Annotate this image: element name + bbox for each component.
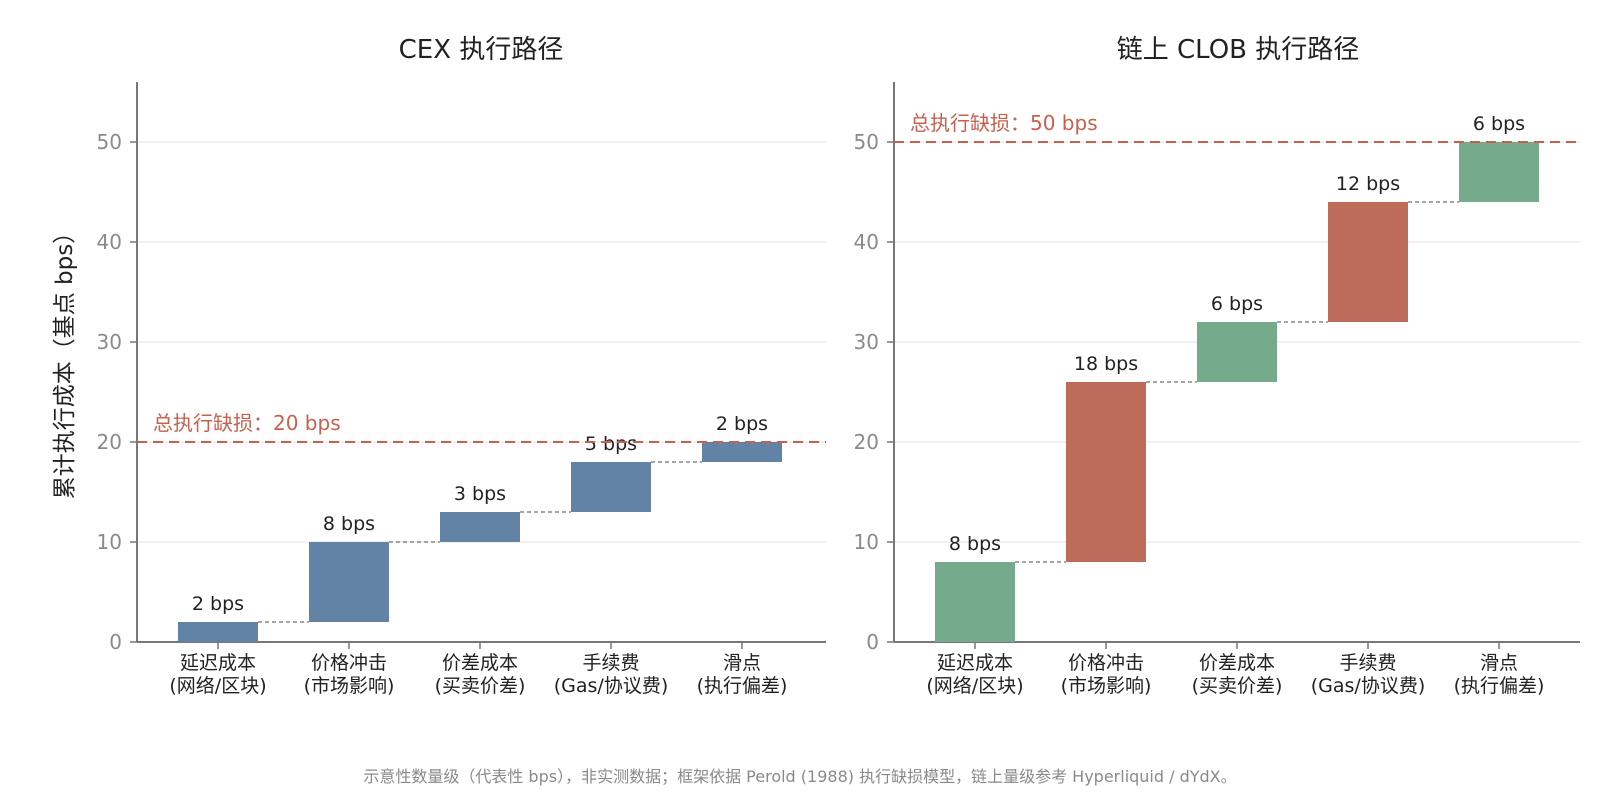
panel1-category-sublabel: (网络/区块): [169, 675, 266, 697]
panel2-total-label: 总执行缺损：50 bps: [910, 111, 1098, 135]
panel2-category-label: 手续费: [1339, 652, 1396, 674]
panel2-y-tick-label: 20: [854, 430, 879, 454]
panel1-y-tick-label: 50: [97, 130, 122, 154]
panel1-bar-value-label: 3 bps: [454, 483, 506, 505]
panel1-category-label: 价差成本: [442, 652, 518, 674]
panel2-category-label: 价差成本: [1199, 652, 1275, 674]
panel2-category-sublabel: (买卖价差): [1192, 675, 1283, 697]
panel1-category-sublabel: (执行偏差): [697, 675, 788, 697]
panel2-category-sublabel: (执行偏差): [1454, 675, 1545, 697]
panel2-category-sublabel: (Gas/协议费): [1311, 675, 1426, 697]
panel2-bar: [1459, 142, 1539, 202]
panel1-bar-value-label: 8 bps: [323, 513, 375, 535]
panel2-category-label: 延迟成本: [937, 652, 1013, 674]
panel2-y-tick-label: 10: [854, 530, 879, 554]
panel2-bar-value-label: 8 bps: [949, 533, 1001, 555]
panel1-bar-value-label: 5 bps: [585, 433, 637, 455]
panel2-bar-value-label: 18 bps: [1074, 353, 1138, 375]
panel2-y-tick-label: 30: [854, 330, 879, 354]
panel2-y-tick-label: 0: [866, 630, 879, 654]
footnote: 示意性数量级（代表性 bps），非实测数据；框架依据 Perold (1988)…: [363, 767, 1236, 786]
panel1-category-sublabel: (市场影响): [304, 675, 395, 697]
panel2-bar: [1197, 322, 1277, 382]
panel1-category-label: 手续费: [582, 652, 639, 674]
panel1-y-tick-label: 20: [97, 430, 122, 454]
panel1-bar: [309, 542, 389, 622]
panel2-bar-value-label: 6 bps: [1211, 293, 1263, 315]
panel1-total-label: 总执行缺损：20 bps: [153, 411, 341, 435]
panel1-y-tick-label: 10: [97, 530, 122, 554]
panel1-y-tick-label: 0: [109, 630, 122, 654]
panel2-bar-value-label: 12 bps: [1336, 173, 1400, 195]
panel2-y-tick-label: 50: [854, 130, 879, 154]
panel2-category-label: 滑点: [1480, 652, 1518, 674]
y-axis-label: 累计执行成本（基点 bps）: [52, 221, 78, 500]
panel1-category-label: 延迟成本: [180, 652, 256, 674]
panel1-category-label: 价格冲击: [311, 652, 387, 674]
panel1-y-tick-label: 30: [97, 330, 122, 354]
panel2-chart-title: 链上 CLOB 执行路径: [1117, 35, 1360, 65]
panel2-bar: [935, 562, 1015, 642]
panel2-bar: [1328, 202, 1408, 322]
panel1-bar: [571, 462, 651, 512]
panel1-category-sublabel: (买卖价差): [435, 675, 526, 697]
panel1-bar: [178, 622, 258, 642]
panel1-bar-value-label: 2 bps: [716, 413, 768, 435]
panel1-chart-title: CEX 执行路径: [399, 35, 564, 65]
panel2-category-sublabel: (市场影响): [1061, 675, 1152, 697]
panel1-bar: [702, 442, 782, 462]
panel2-y-tick-label: 40: [854, 230, 879, 254]
panel2-category-sublabel: (网络/区块): [926, 675, 1023, 697]
panel2-category-label: 价格冲击: [1068, 652, 1144, 674]
panel2-bar: [1066, 382, 1146, 562]
panel1-bar-value-label: 2 bps: [192, 593, 244, 615]
panel1-bar: [440, 512, 520, 542]
panel1-y-tick-label: 40: [97, 230, 122, 254]
panel2-bar-value-label: 6 bps: [1473, 113, 1525, 135]
panel1-category-sublabel: (Gas/协议费): [554, 675, 669, 697]
panel1-category-label: 滑点: [723, 652, 761, 674]
